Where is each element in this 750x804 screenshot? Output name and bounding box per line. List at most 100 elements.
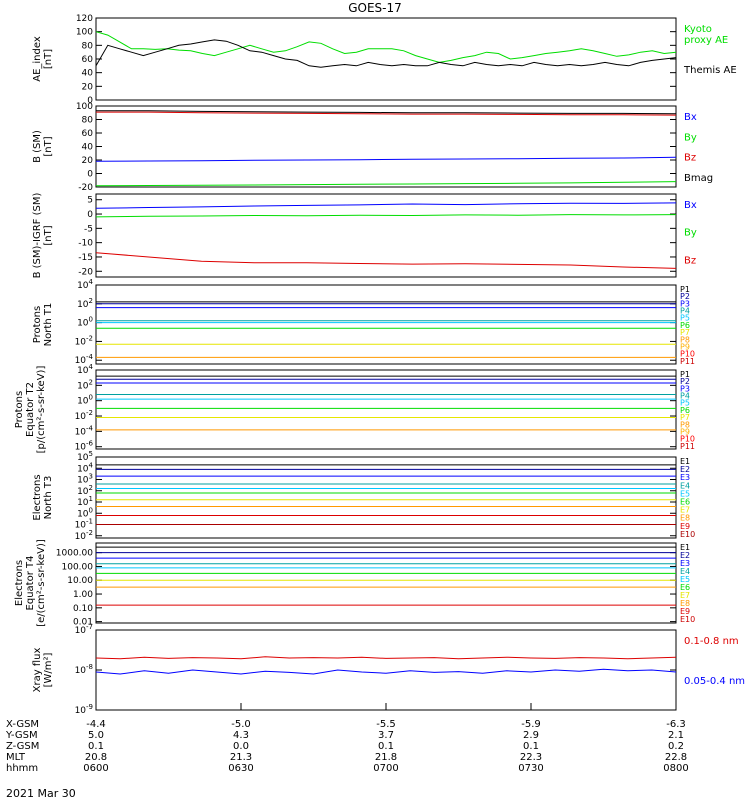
x-axis-table: X-GSM -4.4 -5.0 -5.5 -5.9 -6.3 Y-GSM 5.0 4.3 3.7 2… [5, 703, 689, 774]
y-axis-label: ElectronsEquator T4[e/(cm²-s-sr-keV)] [14, 539, 47, 627]
y-tick-label: 100 [77, 506, 93, 519]
x-row-value: 0.2 [668, 741, 684, 752]
x-row-value: 21.8 [375, 752, 397, 763]
x-row-value: 0700 [373, 763, 398, 774]
legend-entry: P4 [680, 392, 690, 401]
legend-entry: P10 [680, 350, 695, 359]
x-row-value: 0.1 [88, 741, 104, 752]
y-tick-label: 80 [82, 41, 94, 51]
y-tick-label: 0 [87, 210, 93, 220]
x-row-value: 3.7 [378, 730, 394, 741]
legend-entry: P1 [680, 285, 690, 294]
y-tick-label: 40 [82, 69, 94, 79]
y-tick-label: 104 [77, 363, 93, 376]
series-line-themis-ae [95, 39, 677, 68]
series-line-kyoto-proxy-ae [95, 31, 677, 63]
y-tick-label: 120 [76, 14, 93, 24]
legend-entry: E4 [680, 567, 690, 576]
panel-2: -20 0 20 40 60 80 100 B (SM)[nT] Bx By Bz Bmag [32, 102, 713, 193]
y-tick-label: 10-2 [75, 334, 93, 347]
y-tick-label: -20 [78, 267, 93, 277]
legend-entry: E3 [680, 559, 690, 568]
y-tick-label: 10-6 [75, 440, 94, 453]
legend-entry: E8 [680, 599, 690, 608]
legend-entry: E9 [680, 607, 690, 616]
y-tick-label: 102 [77, 297, 93, 310]
legend-entry: P8 [680, 335, 690, 344]
panel-3: -20 -15 -10 -5 0 5 B (SM)-IGRF (SM)[nT] Bx By Bz [32, 193, 697, 279]
legend-entry: E9 [680, 522, 690, 531]
legend-entry: E2 [680, 465, 690, 474]
y-tick-label: 102 [77, 484, 93, 497]
legend-entry: E8 [680, 514, 690, 523]
legend-entry: E2 [680, 551, 690, 560]
legend-entry: P9 [680, 427, 690, 436]
legend-entry: proxy AE [684, 35, 728, 46]
y-tick-label: -15 [78, 253, 93, 263]
x-row-value: 20.8 [85, 752, 107, 763]
panel-4: 10-4 10-2 100 102 104 ProtonsNorth T1 P1P2P3P4… [32, 278, 695, 366]
legend-entry: E5 [680, 575, 690, 584]
y-tick-label: 101 [77, 495, 93, 508]
y-tick-label: 100 [76, 102, 93, 112]
x-row-value: 0730 [518, 763, 543, 774]
panel-frame [95, 17, 677, 101]
x-row-value: 0.0 [233, 741, 249, 752]
legend-entry: P6 [680, 321, 690, 330]
y-tick-label: 100 [77, 394, 93, 407]
y-tick-label: -10 [78, 239, 93, 249]
y-axis-label: ProtonsNorth T1 [32, 303, 54, 347]
panel-frame [95, 542, 677, 624]
legend-entry: P11 [680, 357, 695, 366]
y-tick-label: 104 [77, 461, 93, 474]
y-tick-label: 104 [77, 278, 93, 291]
y-tick-label: 10.00 [67, 576, 93, 586]
legend-entry: E7 [680, 591, 690, 600]
x-row-value: 2.9 [523, 730, 539, 741]
x-row-value: 22.8 [665, 752, 687, 763]
x-row-value: -5.9 [521, 719, 541, 730]
y-tick-label: 10-1 [75, 518, 93, 531]
x-row-value: 4.3 [233, 730, 249, 741]
panel-frame [95, 369, 677, 450]
y-tick-label: 0.10 [73, 604, 93, 614]
y-tick-label: 100 [76, 28, 93, 38]
x-row-value: 22.3 [520, 752, 542, 763]
legend-entry: P2 [680, 292, 690, 301]
legend-entry: P3 [680, 384, 690, 393]
legend-entry: P1 [680, 370, 690, 379]
y-tick-label: 60 [82, 129, 94, 139]
legend-entry: P2 [680, 377, 690, 386]
legend-entry: By [684, 228, 697, 239]
legend-entry: P5 [680, 399, 690, 408]
legend-entry: Bx [684, 200, 697, 211]
x-row-value: 5.0 [88, 730, 104, 741]
y-tick-label: 10-2 [75, 409, 93, 422]
y-tick-label: 1.00 [73, 590, 93, 600]
y-axis-label: B (SM)-IGRF (SM)[nT] [32, 193, 54, 279]
y-axis-label: ProtonsEquator T2[p/(cm²-s-sr-keV)] [14, 366, 47, 454]
y-axis-label: Xray flux[W/m²] [32, 648, 54, 693]
legend-entry: E5 [680, 489, 690, 498]
y-tick-label: 5 [87, 196, 93, 206]
series-line-0-1-0-8-nm [95, 656, 677, 660]
y-axis-label: AE_index[nT] [32, 36, 54, 82]
y-tick-label: -20 [78, 183, 93, 193]
legend-entry: E10 [680, 530, 695, 539]
x-row-value: -5.5 [376, 719, 396, 730]
legend-entry: P3 [680, 299, 690, 308]
x-row-label: Z-GSM [6, 741, 39, 752]
y-tick-label: 100 [77, 316, 93, 329]
y-tick-label: 80 [82, 116, 94, 126]
x-row-value: 0.1 [523, 741, 539, 752]
legend-entry: Bz [684, 153, 696, 164]
y-tick-label: 40 [82, 143, 94, 153]
y-tick-label: 10-7 [75, 623, 93, 636]
legend-entry: P8 [680, 420, 690, 429]
x-row-value: -5.0 [231, 719, 251, 730]
legend-entry: 0.05-0.4 nm [684, 676, 745, 687]
panel-frame [95, 456, 677, 539]
